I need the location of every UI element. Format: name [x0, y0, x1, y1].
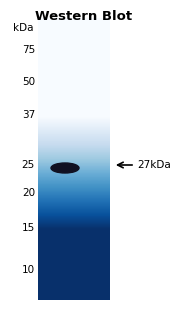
Text: Western Blot: Western Blot [36, 10, 133, 23]
Text: 20: 20 [22, 188, 35, 198]
Text: 37: 37 [22, 110, 35, 120]
Text: 27kDa: 27kDa [137, 160, 171, 170]
Text: 10: 10 [22, 265, 35, 275]
Text: 25: 25 [22, 160, 35, 170]
Text: 75: 75 [22, 45, 35, 55]
Text: 50: 50 [22, 77, 35, 87]
Text: kDa: kDa [13, 23, 34, 33]
Ellipse shape [51, 163, 79, 173]
Text: 15: 15 [22, 223, 35, 233]
